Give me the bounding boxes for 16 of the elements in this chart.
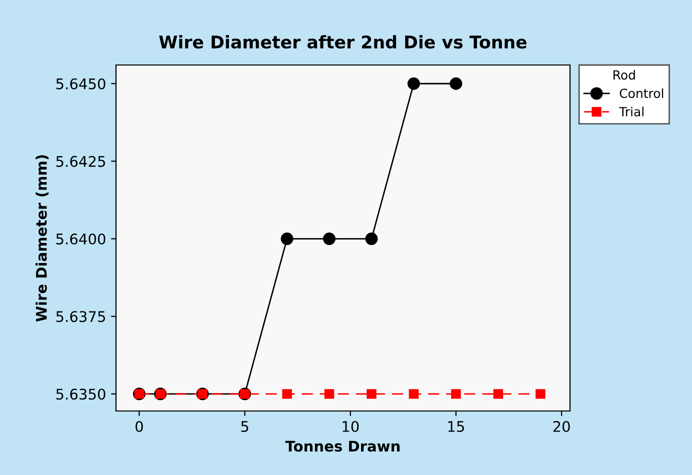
x-axis-title: Tonnes Drawn bbox=[285, 440, 400, 452]
legend-title: Rod bbox=[614, 70, 635, 80]
x-tick-label: 10 bbox=[342, 420, 359, 432]
legend-label: Control bbox=[620, 88, 664, 98]
legend-label: Trial bbox=[619, 106, 644, 116]
y-tick-label: 5.6450 bbox=[56, 78, 106, 90]
y-tick-label: 5.6400 bbox=[56, 233, 106, 245]
chart-title: Wire Diameter after 2nd Die vs Tonne bbox=[159, 35, 527, 49]
y-tick-label: 5.6425 bbox=[56, 156, 106, 167]
x-tick-label: 15 bbox=[448, 421, 464, 432]
x-tick-label: 5 bbox=[241, 421, 248, 432]
y-tick-label: 5.6350 bbox=[56, 388, 106, 400]
x-tick-label: 0 bbox=[136, 420, 143, 432]
y-axis-title: Wire Diameter (mm) bbox=[36, 155, 49, 322]
y-tick-label: 5.6375 bbox=[56, 311, 106, 322]
x-tick-label: 20 bbox=[553, 420, 570, 432]
